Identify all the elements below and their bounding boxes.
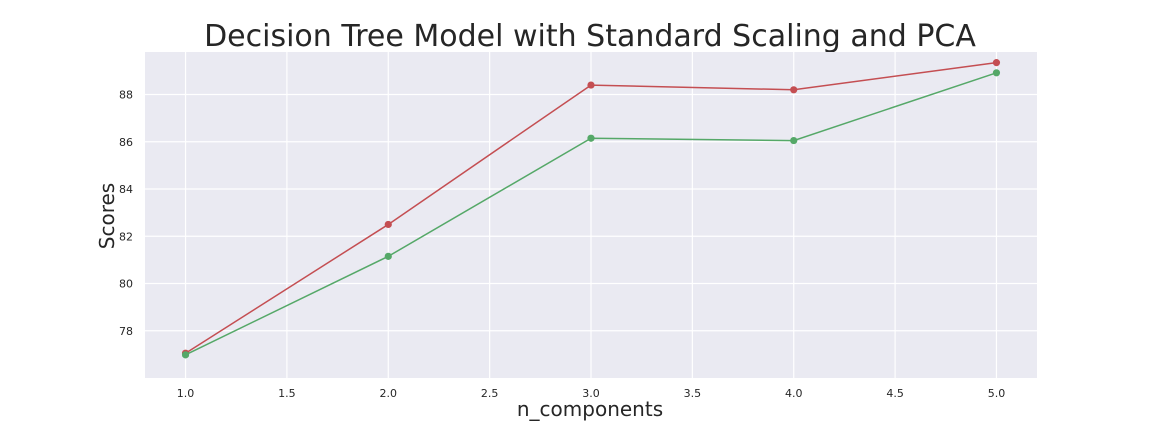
series-1-point — [587, 81, 595, 89]
x-tick-label: 3.5 — [684, 387, 702, 400]
series-1-point — [992, 59, 1001, 67]
series-1-point — [790, 86, 798, 94]
series-2-point — [384, 252, 392, 260]
x-tick-label: 2.5 — [481, 387, 499, 400]
x-tick-label: 1.5 — [278, 387, 296, 400]
x-tick-label: 1.0 — [177, 387, 195, 400]
x-axis-label: n_components — [517, 397, 663, 421]
y-tick-label: 82 — [119, 230, 133, 243]
x-tick-label: 5.0 — [988, 387, 1006, 400]
series-1-point — [384, 220, 392, 229]
y-tick-label: 78 — [119, 325, 133, 338]
y-tick-label: 80 — [119, 278, 133, 291]
x-tick-label: 4.0 — [785, 387, 803, 400]
y-tick-label: 84 — [119, 183, 133, 196]
y-axis-ticks: 78 80 82 84 86 88 — [119, 89, 133, 338]
chart-title: Decision Tree Model with Standard Scalin… — [204, 19, 976, 54]
series-layer — [181, 59, 1001, 359]
y-axis-label: Scores — [95, 183, 119, 249]
x-tick-label: 2.0 — [380, 387, 398, 400]
series-2-point — [790, 136, 798, 145]
x-axis-ticks: 1.0 1.5 2.0 2.5 3.0 3.5 4.0 4.5 5.0 — [177, 387, 1005, 400]
y-tick-label: 86 — [119, 136, 133, 149]
x-tick-label: 4.5 — [886, 387, 904, 400]
series-2-point — [992, 69, 1001, 77]
y-tick-label: 88 — [119, 89, 133, 102]
x-tick-label: 3.0 — [582, 387, 600, 400]
series-2-point — [587, 134, 595, 142]
series-2-point — [181, 351, 190, 359]
